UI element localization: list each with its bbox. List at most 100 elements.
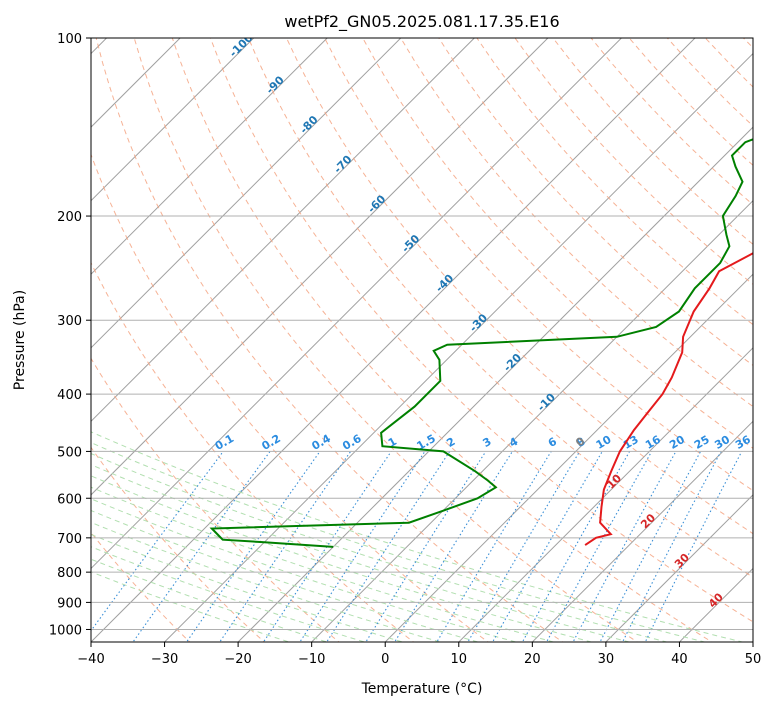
y-tick-label: 400 (57, 388, 82, 403)
mixing-ratio-line (326, 451, 451, 642)
y-tick-label: 500 (57, 445, 82, 460)
x-tick-label: 50 (745, 652, 762, 667)
moist-adiabat-line (91, 509, 480, 642)
mixing-ratio-line (299, 451, 426, 642)
isotherm-line (91, 38, 696, 642)
isotherm-line (91, 38, 475, 423)
mixing-ratio-label: 20 (667, 433, 687, 452)
moist-adiabat-line (91, 486, 556, 642)
dry-adiabat-label: 20 (638, 511, 658, 531)
isotherm-line (605, 494, 753, 642)
y-axis-label: Pressure (hPa) (12, 290, 28, 390)
moist-adiabat-line (91, 452, 669, 642)
moist-adiabat-line (91, 558, 329, 642)
dry-adiabat-label: -50 (399, 232, 422, 255)
dry-adiabat-line (324, 38, 753, 492)
moist-adiabat-line (91, 533, 405, 642)
plot-frame (90, 37, 754, 643)
mixing-ratio-label: 0.1 (213, 432, 236, 453)
moist-adiabat-line (91, 498, 518, 642)
mixing-ratio-line (599, 451, 702, 642)
x-tick-label: −30 (151, 652, 178, 667)
mixing-ratio-line (621, 451, 722, 642)
mixing-ratio-label: 10 (594, 433, 614, 452)
dry-adiabat-line (133, 38, 639, 642)
dry-adiabat-line (476, 38, 753, 326)
mixing-ratio-line (644, 451, 743, 642)
moist-adiabat-line (91, 431, 745, 642)
pressure-gridlines (91, 38, 753, 630)
mixing-ratio-label: 25 (692, 433, 712, 452)
dry-adiabat-line (91, 153, 489, 642)
dry-adiabat-label: 40 (706, 590, 726, 610)
x-axis-ticks: −40 −30 −20 −10 0 10 20 30 40 50 (77, 642, 761, 667)
dry-adiabat-line (95, 38, 564, 642)
dewpoint-line (209, 138, 753, 548)
mixing-ratio-line (365, 451, 487, 642)
moist-adiabat-line (91, 521, 442, 642)
y-axis-ticks: 1000 900 800 700 600 500 400 300 200 100 (49, 32, 91, 638)
dry-adiabat-line (438, 38, 753, 366)
x-tick-label: 40 (671, 652, 688, 667)
y-tick-label: 600 (57, 492, 82, 507)
isotherm-line (164, 52, 753, 642)
isotherm-line (91, 38, 549, 496)
dry-adiabat-label: -20 (501, 351, 524, 374)
mixing-ratio-line (467, 451, 581, 642)
mixing-ratio-line (262, 451, 392, 642)
mixing-ratio-line (132, 451, 271, 642)
mixing-ratio-label: 0.2 (260, 432, 283, 453)
mixing-ratio-line (572, 451, 677, 642)
y-tick-label: 300 (57, 314, 82, 329)
isotherm-line (91, 38, 402, 349)
isotherm-line (458, 347, 753, 642)
dry-adiabat-label: -70 (331, 153, 354, 176)
dry-adiabat-line (91, 446, 266, 642)
chart-title: wetPf2_GN05.2025.081.17.35.E16 (284, 12, 559, 32)
y-tick-label: 900 (57, 596, 82, 611)
mixing-ratio-line (394, 451, 513, 642)
x-tick-label: 10 (451, 652, 468, 667)
mixing-ratio-label: 30 (712, 433, 732, 452)
y-tick-label: 100 (57, 32, 82, 47)
mixing-ratio-label: 0.6 (340, 432, 364, 453)
mixing-ratio-label: 4 (507, 435, 520, 450)
dry-adiabat-label: -40 (433, 271, 456, 294)
isotherm-line (91, 38, 328, 275)
mixing-ratio-line (185, 451, 321, 642)
isotherm-line (752, 641, 753, 642)
dry-adiabat-line (362, 38, 753, 449)
moist-adiabat-line (91, 546, 367, 642)
x-tick-label: 0 (381, 652, 389, 667)
mixing-ratio-line (436, 451, 552, 642)
dry-adiabat-line (743, 38, 753, 49)
x-tick-label: −10 (298, 652, 325, 667)
x-tick-label: −20 (224, 652, 251, 667)
y-tick-label: 200 (57, 210, 82, 225)
dry-adiabat-line (209, 38, 753, 623)
mixing-ratio-line (219, 451, 352, 642)
dry-adiabat-line (171, 38, 713, 642)
dry-adiabat-line (514, 38, 753, 285)
mixing-ratio-label: 16 (643, 433, 663, 452)
isotherm-line (91, 38, 255, 202)
dry-adiabat-label: -90 (264, 73, 287, 96)
x-tick-label: −40 (77, 652, 104, 667)
mixing-ratio-label: 0.4 (309, 432, 333, 453)
temperature-line (584, 252, 753, 546)
x-tick-label: 20 (524, 652, 541, 667)
mixing-ratio-line (91, 451, 224, 632)
dry-adiabat-line (552, 38, 753, 245)
dry-adiabat-label: -30 (467, 311, 490, 334)
y-tick-label: 1000 (49, 623, 82, 638)
mixing-ratio-label: 36 (733, 433, 753, 452)
isotherm-line (384, 273, 753, 642)
isotherm-line (679, 567, 753, 642)
isotherm-line (91, 38, 622, 570)
mixing-ratio-label: 6 (546, 435, 559, 450)
isotherm-line (311, 199, 753, 642)
dry-adiabat-label: -80 (297, 113, 320, 136)
background-lines (91, 38, 753, 642)
dry-adiabat-label: -60 (365, 192, 388, 215)
